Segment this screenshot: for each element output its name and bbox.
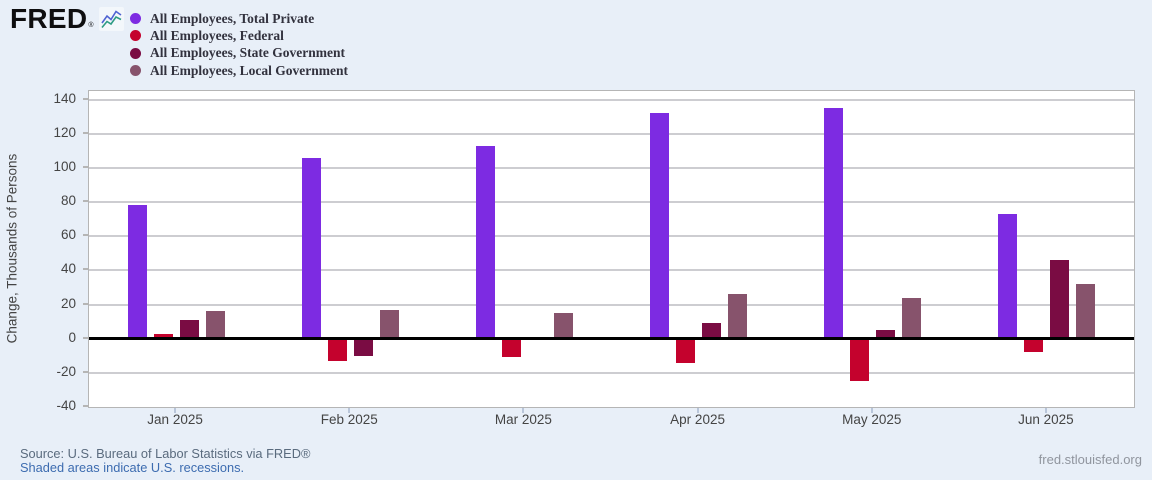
legend-item-all-employees-state-government: All Employees, State Government — [130, 45, 348, 62]
fred-logo[interactable]: FRED ® — [10, 3, 124, 34]
y-tick-mark-40 — [83, 268, 88, 271]
bar-all-employees-local-government-mar-2025[interactable] — [553, 313, 573, 339]
y-tick-mark-80 — [83, 200, 88, 203]
x-tick-label-mar-2025: Mar 2025 — [494, 412, 552, 427]
x-tick-label-apr-2025: Apr 2025 — [670, 412, 725, 427]
y-tick-mark-0 — [83, 336, 88, 339]
y-tick-mark-20 — [83, 302, 88, 305]
y-tick-mark--20 — [83, 370, 88, 373]
x-tick-mark-jun-2025 — [1044, 408, 1047, 413]
legend-label: All Employees, Total Private — [150, 10, 315, 26]
bar-all-employees-total-private-jan-2025[interactable] — [127, 205, 147, 339]
x-tick-mark-apr-2025 — [696, 408, 699, 413]
x-tick-mark-feb-2025 — [348, 408, 351, 413]
plot-area — [88, 90, 1135, 408]
bar-all-employees-state-government-jun-2025[interactable] — [1050, 260, 1070, 339]
legend-swatch-icon — [130, 65, 141, 77]
bar-all-employees-state-government-apr-2025[interactable] — [702, 323, 722, 339]
y-axis-title: Change, Thousands of Persons — [4, 153, 20, 344]
bar-all-employees-total-private-apr-2025[interactable] — [650, 113, 670, 339]
legend-item-all-employees-total-private: All Employees, Total Private — [130, 10, 348, 27]
bar-all-employees-total-private-mar-2025[interactable] — [475, 145, 495, 339]
gridline-20 — [89, 303, 1134, 306]
gridline-120 — [89, 132, 1134, 135]
y-tick-label-120: 120 — [53, 124, 76, 140]
gridline-40 — [89, 269, 1134, 272]
y-tick-label-40: 40 — [60, 261, 76, 277]
gridline-80 — [89, 201, 1134, 204]
x-tick-label-may-2025: May 2025 — [842, 412, 902, 427]
bar-all-employees-state-government-may-2025[interactable] — [876, 330, 896, 339]
bar-all-employees-local-government-feb-2025[interactable] — [379, 309, 399, 339]
bar-all-employees-local-government-jun-2025[interactable] — [1076, 284, 1096, 339]
x-tick-mark-mar-2025 — [522, 408, 525, 413]
legend-swatch-icon — [130, 47, 141, 59]
bar-all-employees-total-private-jun-2025[interactable] — [998, 213, 1018, 339]
bar-all-employees-state-government-feb-2025[interactable] — [353, 338, 373, 356]
legend-item-all-employees-local-government: All Employees, Local Government — [130, 62, 348, 79]
y-tick-label-80: 80 — [60, 193, 76, 209]
source-text: Source: U.S. Bureau of Labor Statistics … — [20, 446, 311, 461]
legend-swatch-icon — [130, 30, 141, 42]
gridline-60 — [89, 235, 1134, 238]
gridline--20 — [89, 371, 1134, 374]
legend-label: All Employees, Local Government — [150, 62, 348, 78]
gridline-140 — [89, 98, 1134, 101]
x-tick-label-feb-2025: Feb 2025 — [320, 412, 378, 427]
gridline-100 — [89, 166, 1134, 169]
bar-all-employees-total-private-may-2025[interactable] — [824, 108, 844, 339]
legend: All Employees, Total Private All Employee… — [130, 10, 348, 79]
fred-logo-text: FRED — [10, 3, 88, 34]
legend-item-all-employees-federal: All Employees, Federal — [130, 27, 348, 44]
y-tick-mark-140 — [83, 97, 88, 100]
y-tick-label-100: 100 — [53, 158, 76, 174]
y-tick-label--40: -40 — [56, 398, 76, 413]
bar-all-employees-local-government-jan-2025[interactable] — [205, 311, 225, 339]
bar-all-employees-federal-may-2025[interactable] — [850, 338, 870, 382]
legend-label: All Employees, Federal — [150, 27, 284, 43]
bar-all-employees-federal-feb-2025[interactable] — [327, 338, 347, 361]
bar-all-employees-federal-jun-2025[interactable] — [1024, 338, 1044, 353]
bar-all-employees-total-private-feb-2025[interactable] — [301, 157, 321, 339]
x-tick-mark-may-2025 — [870, 408, 873, 413]
zero-axis-line — [89, 337, 1134, 341]
fred-url-link[interactable]: fred.stlouisfed.org — [1038, 452, 1142, 467]
y-tick-mark-120 — [83, 131, 88, 134]
bar-all-employees-federal-apr-2025[interactable] — [676, 338, 696, 363]
x-tick-label-jan-2025: Jan 2025 — [147, 412, 203, 427]
y-tick-label-0: 0 — [68, 329, 76, 345]
bar-all-employees-state-government-jan-2025[interactable] — [179, 319, 199, 339]
registered-mark: ® — [88, 22, 94, 29]
legend-swatch-icon — [130, 13, 141, 25]
recession-note-link[interactable]: Shaded areas indicate U.S. recessions. — [20, 460, 245, 475]
bar-all-employees-local-government-may-2025[interactable] — [902, 297, 922, 339]
y-tick-label--20: -20 — [56, 363, 76, 379]
y-tick-label-20: 20 — [60, 295, 76, 311]
y-tick-mark--40 — [83, 405, 88, 407]
y-tick-label-60: 60 — [60, 227, 76, 243]
x-tick-mark-jan-2025 — [174, 408, 177, 413]
sparkline-icon — [98, 7, 124, 31]
y-tick-mark-60 — [83, 234, 88, 237]
y-tick-label-140: 140 — [53, 90, 76, 106]
x-tick-label-jun-2025: Jun 2025 — [1018, 412, 1074, 427]
y-tick-mark-100 — [83, 165, 88, 168]
bar-all-employees-local-government-apr-2025[interactable] — [728, 294, 748, 339]
bar-all-employees-federal-mar-2025[interactable] — [501, 338, 521, 358]
legend-label: All Employees, State Government — [150, 45, 345, 61]
bar-all-employees-federal-jan-2025[interactable] — [153, 333, 173, 339]
